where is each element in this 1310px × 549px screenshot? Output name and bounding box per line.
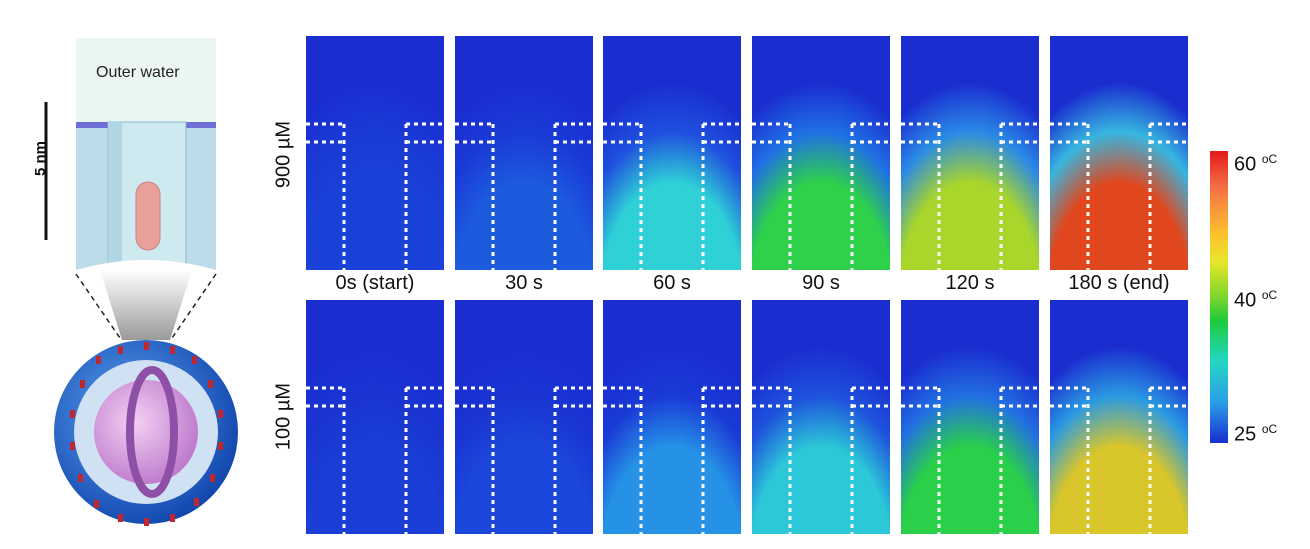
heatmap-panel (455, 36, 593, 270)
time-label-120: 120 s (945, 272, 995, 294)
heatmap-panel (1050, 300, 1188, 534)
heatmap-panel (1050, 36, 1188, 270)
zoom-cone (100, 270, 192, 340)
scale-bar-label: 5 nm (32, 140, 49, 176)
temperature-field (455, 300, 593, 534)
pore-wall-left (108, 122, 122, 270)
temperature-field (306, 300, 444, 534)
pore-markers (70, 342, 223, 526)
channel-bottom (76, 260, 216, 272)
heatmap-panel (603, 300, 741, 534)
temperature-field (752, 36, 890, 270)
heatmap-panel (901, 36, 1039, 270)
temperature-field (603, 300, 741, 534)
temperature-field (901, 36, 1039, 270)
temperature-field (901, 300, 1039, 534)
heatmap-panel (455, 300, 593, 534)
colorbar-label-60: 60 oC (1234, 152, 1278, 176)
temperature-colorbar (1210, 151, 1228, 443)
time-label-60: 60 s (653, 272, 691, 294)
temperature-field (306, 36, 444, 270)
heatmap-panel (752, 300, 890, 534)
temperature-field (752, 300, 890, 534)
time-label-180: 180 s (end) (1068, 272, 1170, 294)
heatmap-panel (306, 36, 444, 270)
schematic-drawing (44, 38, 238, 526)
row-label-900: 900 µM (272, 120, 295, 189)
core-ring (126, 366, 178, 498)
nanopore-schematic: 5 nm Outer water (20, 30, 250, 540)
heatmap-panel (603, 36, 741, 270)
zoom-line-left (75, 273, 121, 339)
time-label-30: 30 s (505, 272, 543, 294)
time-label-0: 0s (start) (335, 272, 415, 294)
vesicle-core (94, 380, 198, 484)
outer-water-label: Outer water (96, 64, 180, 81)
temperature-field (603, 36, 741, 270)
gold-nanorod (135, 181, 161, 251)
heatmap-panel (306, 300, 444, 534)
row-label-100: 100 µM (272, 382, 295, 451)
time-label-90: 90 s (802, 272, 840, 294)
heatmap-panel (752, 36, 890, 270)
zoom-line-right (171, 273, 217, 339)
colorbar-label-40: 40 oC (1234, 288, 1278, 312)
temperature-field (1050, 36, 1188, 270)
colorbar-label-25: 25 oC (1234, 422, 1278, 446)
temperature-field (1050, 300, 1188, 534)
temperature-field (455, 36, 593, 270)
heatmap-panel (901, 300, 1039, 534)
